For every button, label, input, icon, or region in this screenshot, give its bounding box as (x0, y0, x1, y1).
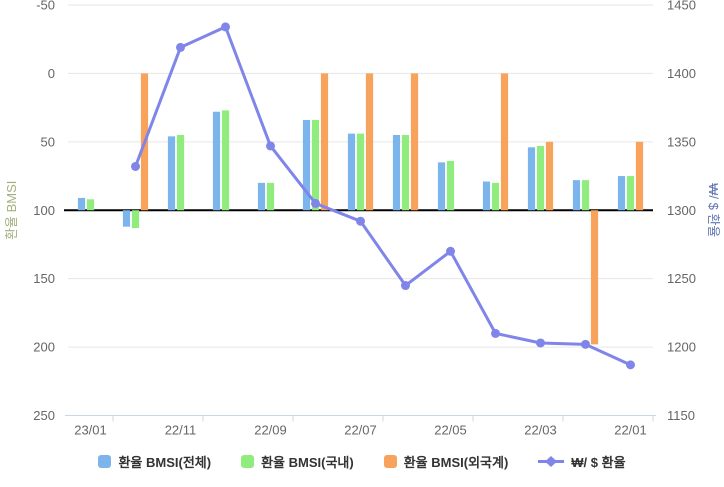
left-axis-tick-label: -50 (36, 0, 55, 13)
bmsi-total-bar[interactable] (122, 210, 131, 227)
bmsi-foreign-bar[interactable] (320, 73, 329, 211)
fx-rate-point[interactable] (491, 328, 500, 338)
bmsi-foreign-swatch-icon (383, 455, 397, 468)
legend-item-fx-rate[interactable]: ₩/ $ 환율 (538, 452, 626, 471)
bmsi-domestic-bar[interactable] (176, 134, 185, 211)
fx-rate-point[interactable] (266, 141, 275, 151)
x-axis-label: 23/01 (74, 423, 107, 438)
bmsi-domestic-bar[interactable] (86, 199, 95, 211)
bmsi-domestic-bar[interactable] (266, 182, 275, 211)
bmsi-foreign-bar[interactable] (635, 141, 644, 211)
left-axis-title: 환율 BMSI (4, 181, 19, 240)
right-axis-tick-label: 1400 (667, 66, 696, 81)
bmsi-domestic-bar[interactable] (626, 176, 635, 211)
fx-rate-point[interactable] (446, 246, 455, 256)
fx-rate-line-marker-icon (538, 456, 565, 467)
bmsi-foreign-bar[interactable] (365, 73, 374, 211)
bmsi-total-swatch-icon (98, 455, 112, 468)
bmsi-domestic-bar[interactable] (401, 134, 410, 211)
bmsi-domestic-bar[interactable] (131, 210, 140, 229)
right-axis-tick-label: 1250 (667, 271, 696, 286)
fx-rate-line (134, 25, 632, 367)
bmsi-domestic-bar[interactable] (491, 182, 500, 211)
fx-rate-point[interactable] (221, 22, 230, 32)
legend-label: 환율 BMSI(국내) (261, 455, 354, 470)
bmsi-total-bar[interactable] (617, 176, 626, 211)
left-axis-tick-label: 200 (33, 340, 55, 355)
x-axis-label: 22/07 (344, 423, 377, 438)
legend-item-bmsi-foreign[interactable]: 환율 BMSI(외국계) (383, 452, 509, 471)
fx-rate-point[interactable] (581, 339, 590, 349)
bmsi-total-bar[interactable] (437, 162, 446, 211)
left-axis-tick-label: 100 (33, 203, 55, 218)
bmsi-total-bar[interactable] (212, 111, 221, 211)
right-axis-tick-label: 1300 (667, 203, 696, 218)
x-axis-label: 22/11 (165, 423, 197, 438)
bmsi-total-bar[interactable] (482, 181, 491, 211)
fx-rate-point[interactable] (311, 198, 320, 208)
bmsi-foreign-bar[interactable] (500, 73, 509, 211)
bmsi-total-bar[interactable] (527, 147, 536, 211)
bmsi-total-bar[interactable] (392, 134, 401, 211)
x-axis-label: 22/03 (524, 423, 557, 438)
legend-item-bmsi-total[interactable]: 환율 BMSI(전체) (98, 452, 211, 471)
right-axis-title: ₩/ $ 환율 (706, 183, 721, 237)
fx-rate-point[interactable] (626, 360, 635, 370)
right-axis-tick-label: 1150 (667, 408, 695, 423)
x-axis-label: 22/05 (434, 423, 467, 438)
bmsi-domestic-bar[interactable] (581, 180, 590, 211)
bmsi-domestic-swatch-icon (241, 455, 255, 468)
legend-label: 환율 BMSI(외국계) (403, 455, 509, 470)
fx-rate-point[interactable] (401, 281, 410, 291)
left-axis-tick-label: 50 (41, 134, 55, 149)
right-axis-tick-label: 1450 (667, 0, 696, 13)
legend-label: ₩/ $ 환율 (571, 455, 626, 470)
bmsi-domestic-bar[interactable] (221, 110, 230, 211)
bmsi-total-bar[interactable] (347, 133, 356, 211)
bmsi-foreign-bar[interactable] (590, 210, 599, 345)
bmsi-foreign-bar[interactable] (410, 73, 419, 211)
fx-rate-point[interactable] (356, 216, 365, 226)
left-axis-tick-label: 0 (48, 66, 55, 81)
bmsi-foreign-bar[interactable] (545, 141, 554, 211)
chart-plot-area: -50 0 50 100 150 200 250 1150 1200 1250 1300 1350 14… (4, 0, 721, 438)
bmsi-total-bar[interactable] (257, 182, 266, 211)
bmsi-total-bar[interactable] (77, 197, 86, 211)
fx-rate-point[interactable] (536, 338, 545, 348)
bmsi-total-bar[interactable] (302, 119, 311, 211)
left-axis-tick-label: 150 (33, 271, 55, 286)
x-axis-label: 22/09 (254, 423, 287, 438)
right-axis-tick-label: 1200 (667, 340, 696, 355)
legend-label: 환율 BMSI(전체) (118, 455, 212, 470)
bmsi-total-bar[interactable] (167, 136, 176, 211)
bmsi-domestic-bar[interactable] (356, 133, 365, 211)
left-axis-tick-label: 250 (33, 408, 55, 423)
chart-legend: 환율 BMSI(전체) 환율 BMSI(국내) 환율 BMSI(외국계) ₩/ … (0, 452, 724, 471)
bmsi-domestic-bar[interactable] (311, 119, 320, 211)
bmsi-domestic-bar[interactable] (536, 145, 545, 211)
legend-item-bmsi-domestic[interactable]: 환율 BMSI(국내) (241, 452, 354, 471)
fx-rate-point[interactable] (131, 161, 140, 171)
x-axis-label: 22/01 (614, 423, 647, 438)
bmsi-total-bar[interactable] (572, 180, 581, 211)
fx-rate-point[interactable] (176, 42, 185, 52)
bmsi-domestic-bar[interactable] (446, 160, 455, 211)
right-axis-tick-label: 1350 (667, 134, 696, 149)
